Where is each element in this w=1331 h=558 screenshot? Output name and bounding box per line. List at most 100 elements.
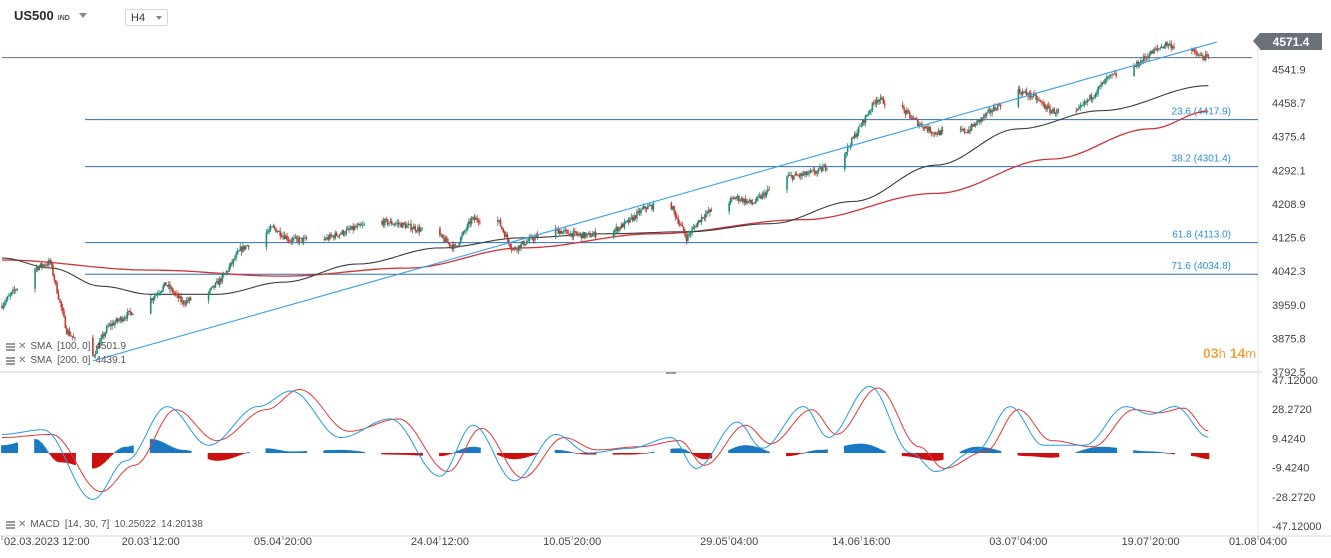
candle-body [1089, 95, 1091, 100]
candle-body [977, 119, 980, 121]
candle-body [473, 216, 476, 220]
candle-body [962, 128, 965, 131]
macd-histogram-bar [867, 444, 870, 453]
macd-histogram-bar [167, 445, 170, 453]
candle [272, 223, 275, 229]
close-icon[interactable]: ✕ [18, 355, 27, 366]
candle-body [1207, 55, 1210, 57]
candle [298, 235, 301, 246]
settings-icon[interactable] [6, 356, 15, 365]
macd-histogram-bar [1082, 449, 1084, 453]
candle-body [740, 198, 743, 201]
candle [614, 228, 616, 237]
candle-body [642, 206, 645, 209]
macd-tick-label: 28.2720 [1272, 404, 1312, 416]
macd-histogram-bar [1018, 453, 1021, 456]
macd-histogram-bar [456, 450, 459, 453]
macd-histogram-bar [333, 449, 335, 453]
macd-histogram-bar [1159, 452, 1162, 453]
macd-histogram-bar [1173, 453, 1175, 455]
macd-histogram-bar [389, 453, 392, 455]
macd-histogram-bar [574, 452, 576, 454]
candle [182, 299, 185, 308]
candle-body [852, 137, 854, 139]
candle-body [397, 222, 400, 225]
macd-histogram-bar [826, 449, 828, 453]
macd-histogram-bar [575, 453, 578, 454]
candle-body [101, 334, 104, 338]
macd-histogram-bar [452, 452, 455, 454]
macd-histogram-bar [160, 441, 163, 453]
candle-body [700, 217, 703, 222]
candle [496, 216, 499, 226]
macd-histogram-bar [100, 453, 103, 466]
macd-histogram-bar [466, 447, 469, 453]
macd-histogram-bar [214, 453, 217, 461]
candle-body [739, 200, 741, 202]
macd-histogram-bar [116, 449, 119, 453]
candle-body [879, 97, 882, 101]
candle-body [702, 217, 704, 218]
close-icon[interactable]: ✕ [18, 341, 27, 352]
candle [399, 221, 401, 227]
candle-body [210, 287, 213, 290]
candle [48, 257, 50, 268]
candle-body [934, 132, 937, 135]
symbol-selector[interactable]: US500 IND [14, 8, 87, 23]
candle-body [576, 233, 579, 235]
macd-histogram-bar [1140, 451, 1142, 453]
candle-body [809, 171, 812, 172]
macd-histogram-bar [699, 453, 702, 459]
candle-body [1056, 109, 1058, 114]
settings-icon[interactable] [6, 342, 15, 351]
candle [158, 289, 160, 297]
candle [185, 297, 188, 307]
macd-histogram-bar [177, 449, 180, 453]
candle-body [1053, 109, 1055, 114]
candle [401, 222, 404, 229]
candle-body [813, 170, 816, 174]
macd-histogram-bar [916, 453, 919, 459]
candle-body [787, 175, 790, 177]
candle [57, 289, 60, 300]
candle [685, 232, 688, 245]
settings-icon[interactable] [6, 520, 15, 529]
macd-histogram-bar [94, 453, 97, 469]
candle [1036, 95, 1039, 103]
close-icon[interactable]: ✕ [18, 519, 27, 530]
macd-histogram-bar [276, 449, 279, 453]
candle-body [1169, 43, 1171, 45]
macd-histogram-bar [326, 450, 328, 453]
candle [451, 241, 454, 252]
candle-body [1049, 107, 1051, 114]
candle-body [682, 226, 685, 232]
candle [1032, 91, 1035, 99]
candle-body [54, 280, 57, 283]
candle-body [691, 229, 693, 234]
candle-body [992, 106, 995, 112]
candle [970, 122, 973, 132]
macd-histogram-bar [127, 446, 130, 453]
macd-axis: 47.1200028.27209.4240-9.4240-28.2720-47.… [1272, 375, 1322, 533]
chevron-down-icon[interactable] [78, 13, 87, 18]
candle-body [5, 299, 7, 303]
candle-body [925, 126, 927, 129]
candle-body [1035, 94, 1038, 101]
candle-body [1101, 82, 1104, 85]
macd-histogram-bar [1196, 453, 1199, 457]
macd-histogram-bar [678, 448, 681, 453]
macd-histogram-bar [634, 453, 637, 455]
price-tick-label: 3792.5 [1272, 367, 1306, 379]
macd-histogram-bar [638, 453, 641, 454]
macd-histogram-bar [36, 439, 39, 453]
macd-histogram-bar [959, 451, 962, 453]
candle-body [589, 233, 591, 238]
timeframe-select[interactable]: H4 [125, 9, 168, 26]
candle [1024, 88, 1027, 95]
candle [1038, 96, 1040, 102]
candle-body [132, 313, 134, 316]
candle [419, 226, 422, 233]
candle [53, 273, 56, 284]
candle [1107, 75, 1109, 82]
